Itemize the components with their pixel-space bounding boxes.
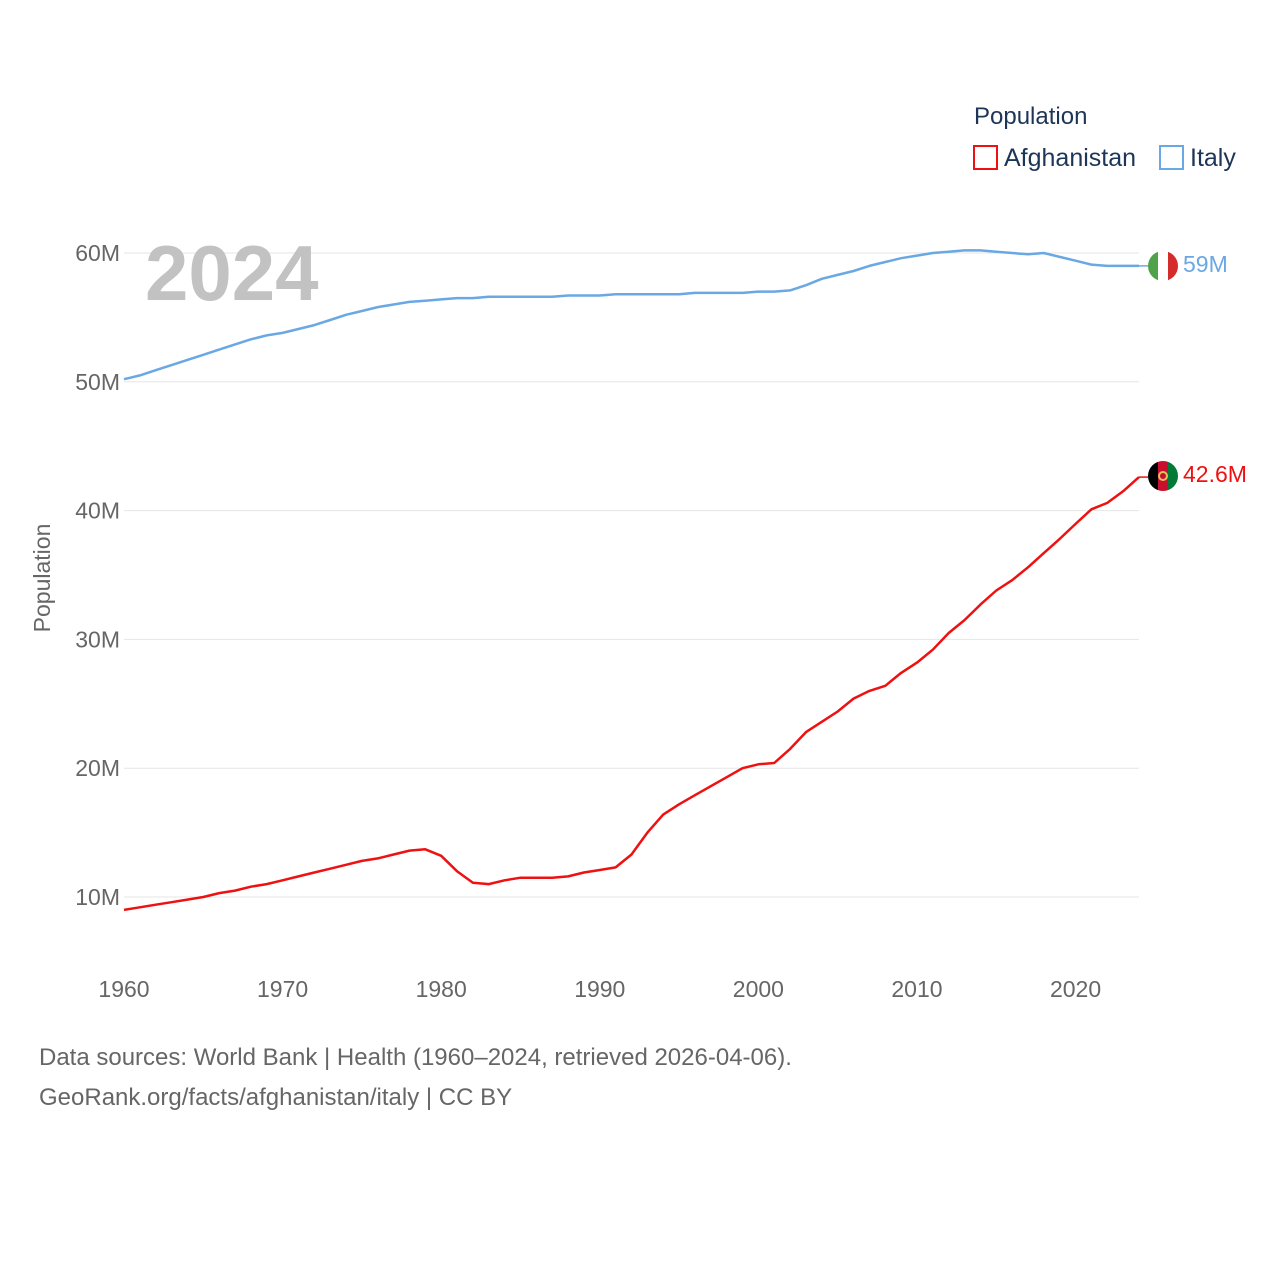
y-tick-label: 40M	[75, 498, 120, 524]
legend-title: Population	[974, 103, 1087, 130]
y-tick-label: 30M	[75, 626, 120, 652]
x-tick-label: 2000	[733, 976, 784, 1002]
legend-swatch-afghanistan	[973, 145, 998, 170]
x-tick-label: 1960	[98, 976, 149, 1002]
legend: Population Afghanistan Italy	[973, 103, 1236, 172]
x-tick-label: 1980	[416, 976, 467, 1002]
legend-swatch-italy	[1159, 145, 1184, 170]
series-lines	[123, 249, 1148, 912]
footer-sources: Data sources: World Bank | Health (1960–…	[39, 1044, 792, 1071]
footer-attribution[interactable]: GeoRank.org/facts/afghanistan/italy | CC…	[39, 1084, 513, 1111]
afghanistan-flag-icon	[1148, 461, 1178, 491]
x-tick-label: 2010	[891, 976, 942, 1002]
series-line-afghanistan[interactable]	[123, 476, 1140, 912]
italy-flag-icon	[1148, 251, 1178, 281]
x-tick-label: 2020	[1050, 976, 1101, 1002]
y-tick-label: 60M	[75, 240, 120, 266]
legend-label-afghanistan: Afghanistan	[1004, 144, 1136, 172]
afghanistan-end-label: 42.6M	[1183, 461, 1247, 487]
italy-end-label: 59M	[1183, 251, 1228, 277]
x-tick-label: 1970	[257, 976, 308, 1002]
legend-item-italy[interactable]: Italy	[1159, 144, 1236, 172]
y-axis-label: Population	[29, 524, 55, 633]
italy-end-marker: 59M	[1148, 251, 1228, 281]
series-line-italy[interactable]	[123, 249, 1139, 381]
x-tick-label: 1990	[574, 976, 625, 1002]
grid-lines	[124, 252, 1139, 898]
legend-item-afghanistan[interactable]: Afghanistan	[973, 144, 1136, 172]
y-tick-label: 20M	[75, 755, 120, 781]
y-axis-ticks: 10M 20M 30M 40M 50M 60M	[75, 240, 120, 910]
y-tick-label: 50M	[75, 369, 120, 395]
afghanistan-end-marker: 42.6M	[1148, 461, 1247, 491]
legend-label-italy: Italy	[1190, 144, 1236, 172]
year-watermark: 2024	[145, 229, 319, 317]
y-tick-label: 10M	[75, 884, 120, 910]
x-axis-ticks: 1960 1970 1980 1990 2000 2010 2020	[98, 976, 1101, 1002]
